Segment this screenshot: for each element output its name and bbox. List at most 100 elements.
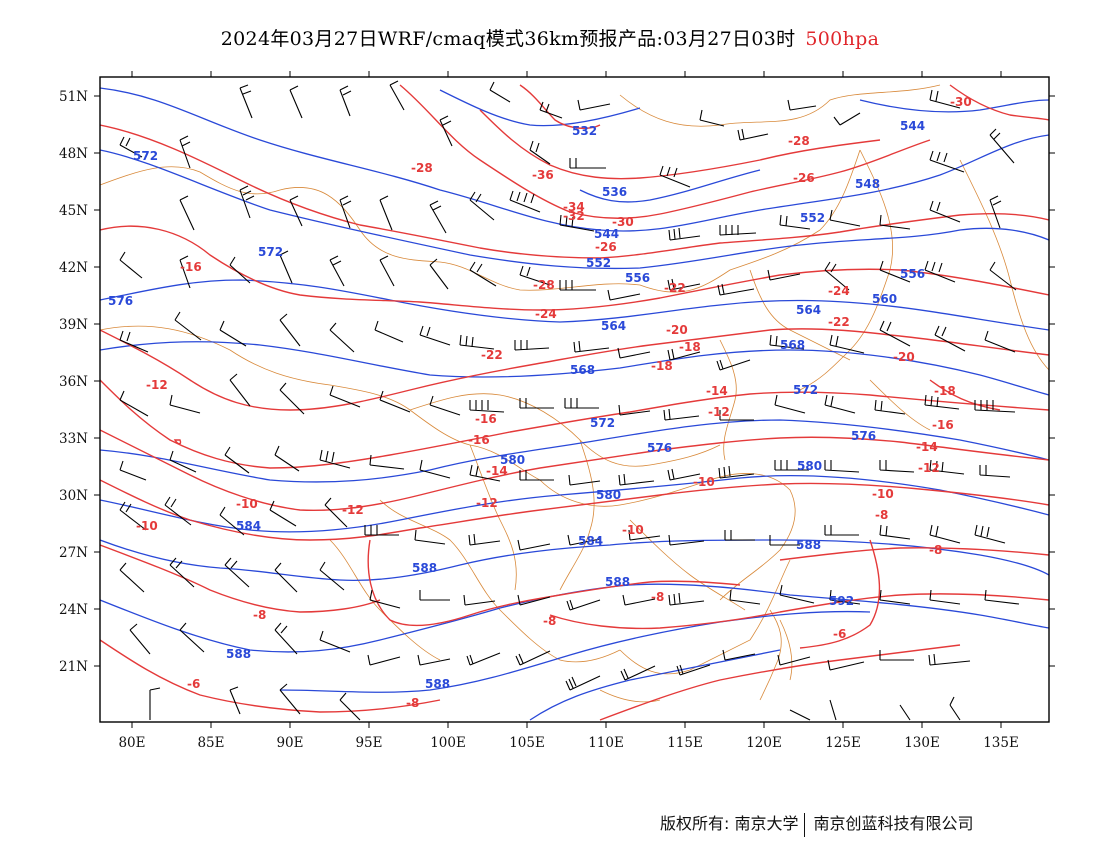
contour-label: 556	[625, 271, 650, 285]
contour-label: -20	[666, 323, 688, 337]
contour-label: 572	[258, 245, 283, 259]
longitude-axis: 80E 85E 90E 95E 100E 105E 110E 115E 120E…	[118, 71, 1019, 751]
contour-label: -10	[136, 519, 158, 533]
lon-tick-label: 125E	[825, 735, 861, 751]
contour-label: -10	[622, 523, 644, 537]
pressure-level-label: 500hpa	[805, 28, 880, 50]
contour-label: 552	[800, 211, 825, 225]
lat-tick-label: 42N	[59, 260, 88, 276]
lon-tick-label: 80E	[118, 735, 145, 751]
plot-frame	[99, 76, 1050, 723]
contour-label: -16	[932, 418, 954, 432]
contour-label: -28	[533, 278, 555, 292]
contour-label: -28	[788, 134, 810, 148]
contour-label: -10	[236, 497, 258, 511]
contour-label: 572	[133, 149, 158, 163]
contour-label: 592	[829, 594, 854, 608]
contour-label: 576	[851, 429, 876, 443]
temperature-labels: -30 -28 -36 -28 -34 -32 -30 -26 -28 -16 …	[136, 95, 972, 710]
latitude-axis: 51N 48N 45N 42N 39N 36N 33N 30N 27N 24N …	[59, 89, 1055, 675]
contour-label: -22	[664, 281, 686, 295]
lat-tick-label: 27N	[59, 545, 88, 561]
contour-label: 588	[412, 561, 437, 575]
contour-label: 560	[872, 292, 897, 306]
lon-tick-label: 90E	[276, 735, 303, 751]
contour-label: -16	[180, 260, 202, 274]
lat-tick-label: 30N	[59, 488, 88, 504]
contour-label: 580	[797, 459, 822, 473]
copyright-text: 版权所有: 南京大学	[660, 814, 799, 833]
title-text: 2024年03月27日WRF/cmaq模式36km预报产品:03月27日03时	[220, 28, 796, 50]
contour-label: 576	[647, 441, 672, 455]
contour-label: -12	[476, 496, 498, 510]
contour-label: -24	[535, 307, 557, 321]
lat-tick-label: 48N	[59, 146, 88, 162]
contour-label: -8	[651, 590, 664, 604]
contour-label: -24	[828, 284, 850, 298]
contour-label: 564	[796, 303, 821, 317]
contour-label: -30	[612, 215, 634, 229]
contour-label: -28	[411, 161, 433, 175]
lon-tick-label: 115E	[667, 735, 703, 751]
footer-divider	[804, 812, 806, 837]
contour-label: -18	[651, 359, 673, 373]
lon-tick-label: 85E	[197, 735, 224, 751]
contour-label: -12	[342, 503, 364, 517]
boundary-lines	[100, 84, 1049, 703]
lat-tick-label: 45N	[59, 203, 88, 219]
contour-label: 588	[605, 575, 630, 589]
contour-label: -8	[543, 614, 556, 628]
contour-label: -16	[475, 412, 497, 426]
contour-label: 568	[570, 363, 595, 377]
wind-barbs	[119, 80, 1020, 721]
footer-credit: 版权所有: 南京大学 南京创蓝科技有限公司	[660, 810, 974, 837]
contour-label: 588	[796, 538, 821, 552]
contour-label: -14	[486, 464, 508, 478]
contour-label: -16	[468, 433, 490, 447]
contour-label: -14	[706, 384, 728, 398]
contour-label: 588	[226, 647, 251, 661]
contour-label: 556	[900, 267, 925, 281]
contour-label: 532	[572, 124, 597, 138]
contour-label: -14	[916, 440, 938, 454]
contour-label: 580	[500, 453, 525, 467]
contour-label: 588	[425, 677, 450, 691]
contour-label: -8	[929, 543, 942, 557]
contour-label: -22	[481, 348, 503, 362]
contour-label: 572	[793, 383, 818, 397]
contour-label: -8	[406, 696, 419, 710]
contour-label: -12	[918, 461, 940, 475]
contour-label: -12	[708, 405, 730, 419]
lat-tick-label: 21N	[59, 659, 88, 675]
lat-tick-label: 51N	[59, 89, 88, 105]
contour-label: -8	[875, 508, 888, 522]
contour-label: -26	[595, 240, 617, 254]
contour-label: -30	[950, 95, 972, 109]
contour-label: 552	[586, 256, 611, 270]
contour-label: 576	[108, 294, 133, 308]
lat-tick-label: 39N	[59, 317, 88, 333]
contour-label: 536	[602, 185, 627, 199]
lon-tick-label: 95E	[355, 735, 382, 751]
contour-label: -12	[146, 378, 168, 392]
contour-label: 548	[855, 177, 880, 191]
contour-label: -22	[828, 315, 850, 329]
contour-label: 572	[590, 416, 615, 430]
lon-tick-label: 105E	[509, 735, 545, 751]
contour-label: 544	[594, 227, 619, 241]
contour-label: -6	[187, 677, 200, 691]
contour-label: -18	[934, 384, 956, 398]
lat-tick-label: 24N	[59, 602, 88, 618]
lon-tick-label: 130E	[904, 735, 940, 751]
contour-label: -26	[793, 171, 815, 185]
chart-title: 2024年03月27日WRF/cmaq模式36km预报产品:03月27日03时 5…	[0, 24, 1100, 51]
contour-label: -36	[532, 168, 554, 182]
contour-label: -10	[872, 487, 894, 501]
contour-label: 564	[601, 319, 626, 333]
geopotential-labels: 532 544 572 536 548 572 544 552 552 576 …	[108, 119, 925, 691]
lat-tick-label: 33N	[59, 431, 88, 447]
contour-label: 580	[596, 488, 621, 502]
map-plot-area: 532 544 572 536 548 572 544 552 552 576 …	[100, 80, 1049, 721]
lon-tick-label: 100E	[430, 735, 466, 751]
